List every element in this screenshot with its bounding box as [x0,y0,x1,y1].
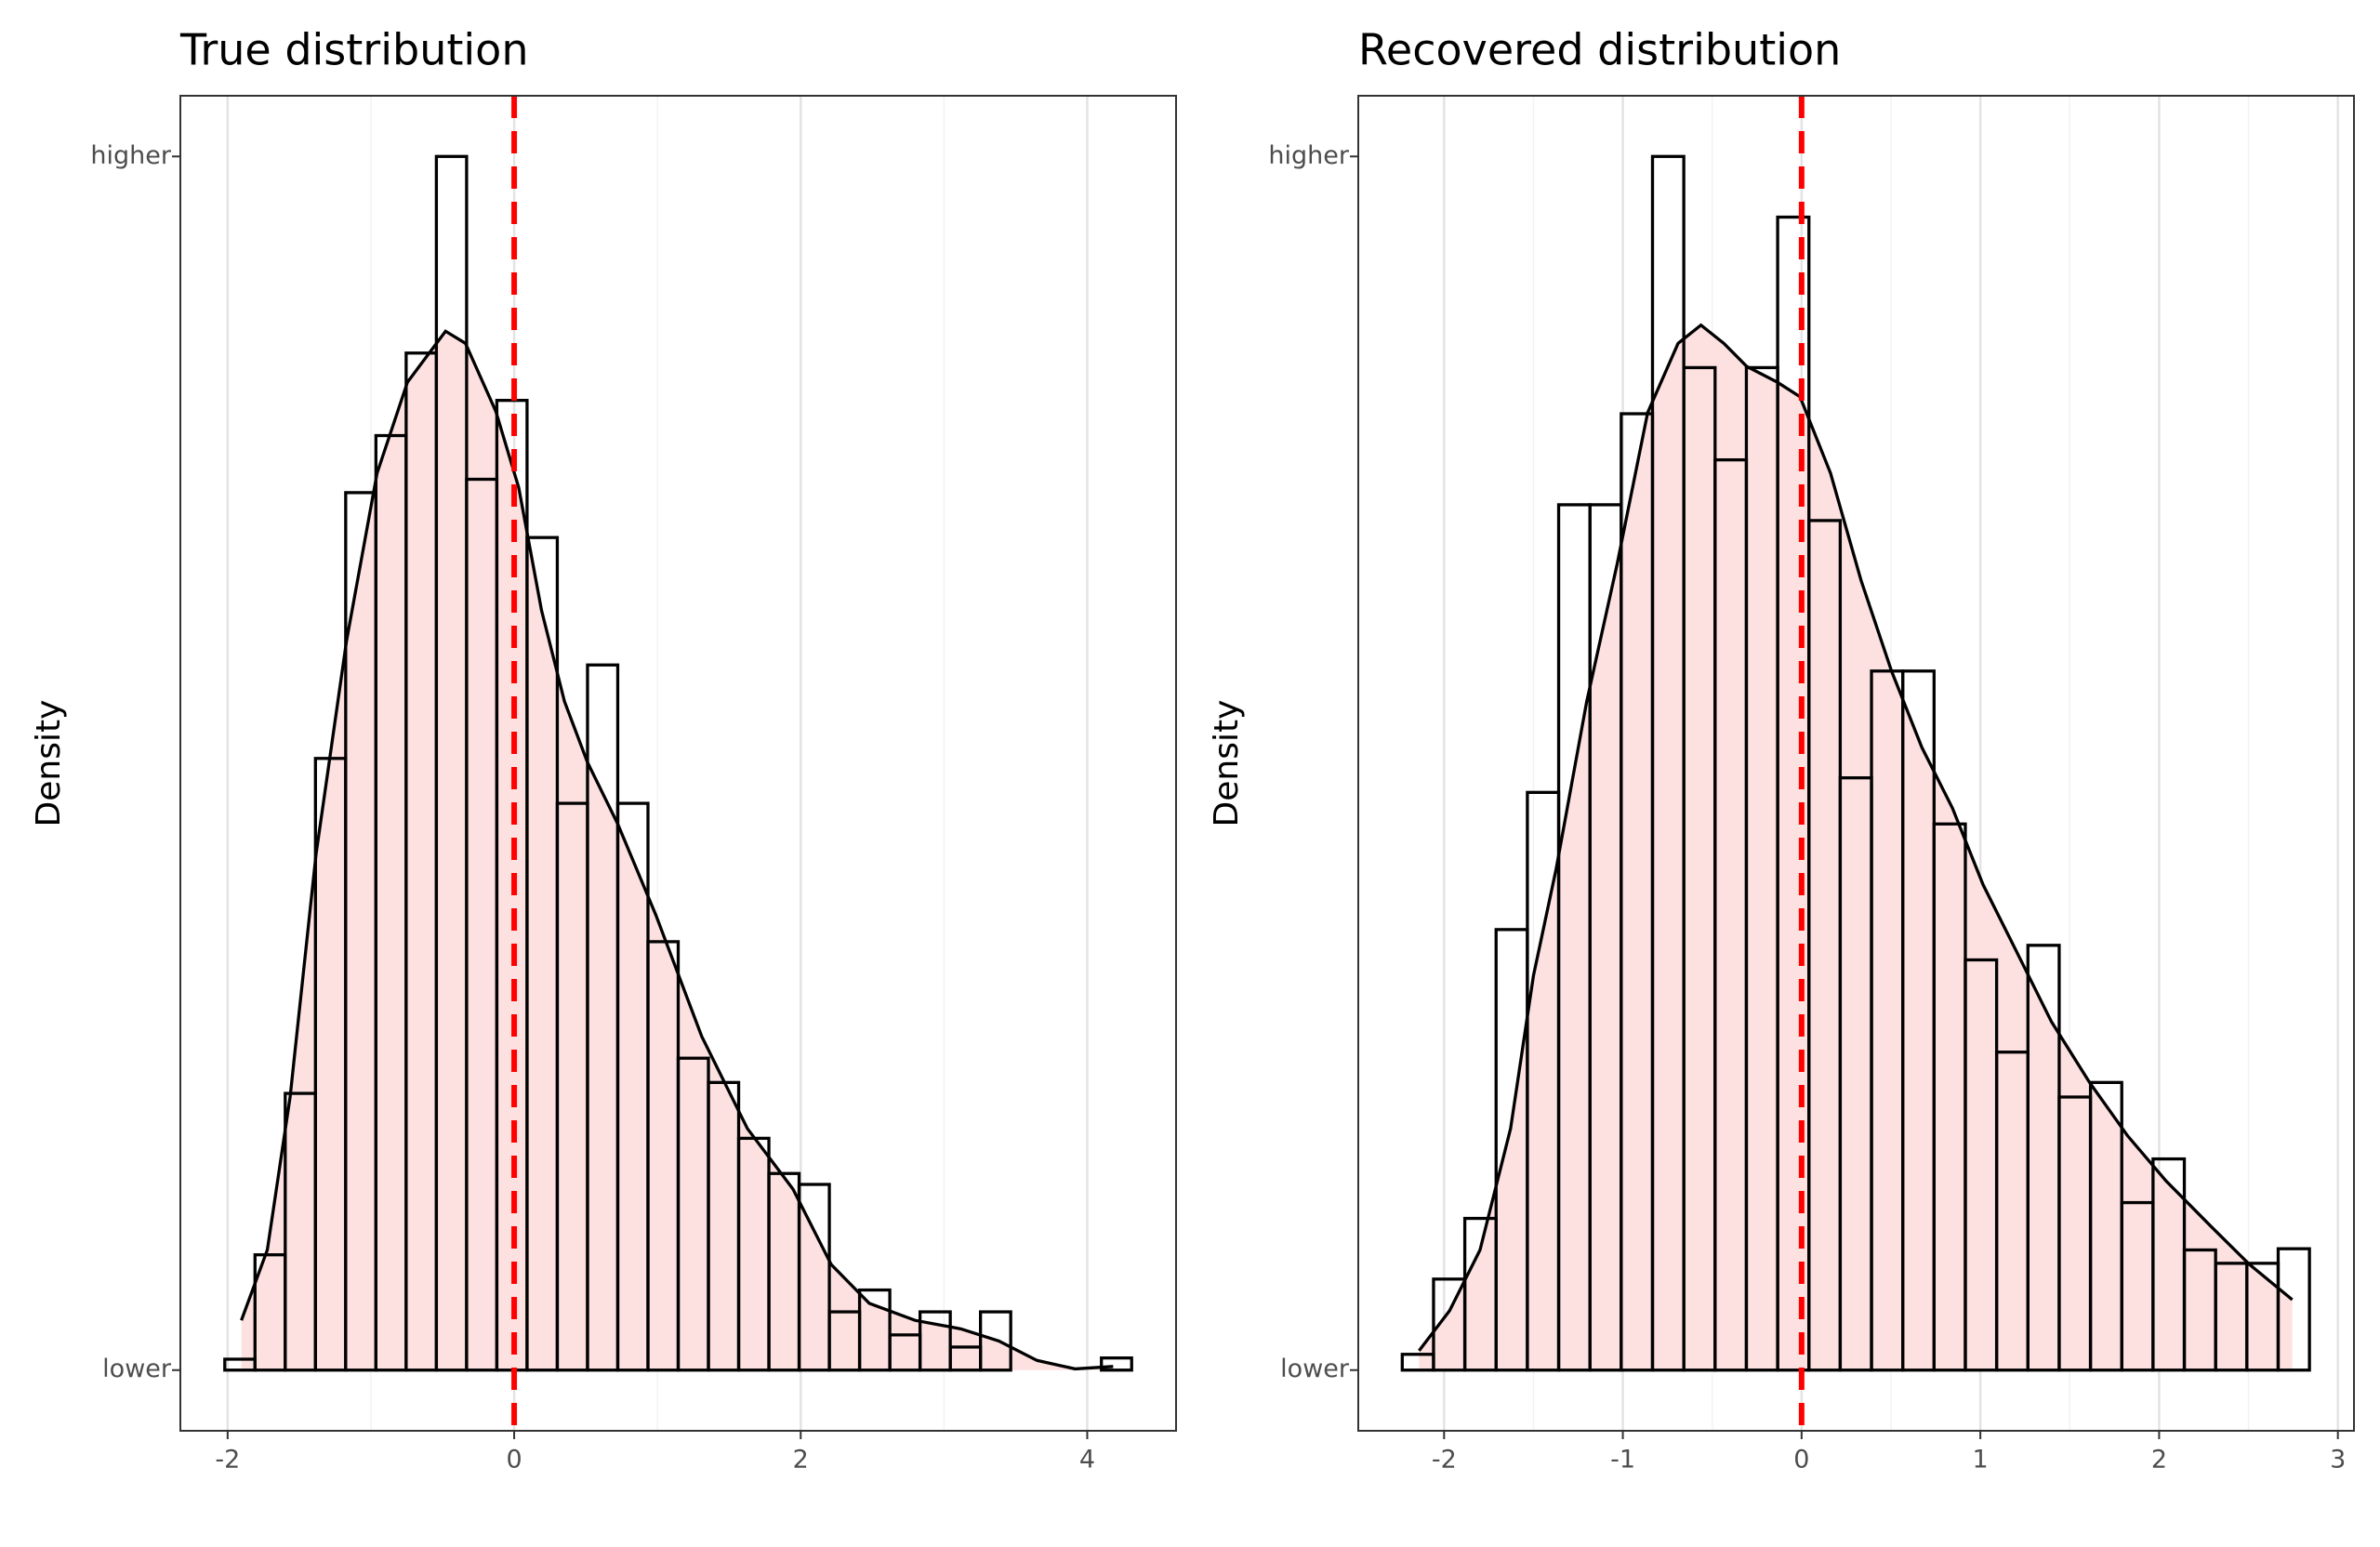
x-tick-label: 0 [506,1446,522,1474]
density-area [1419,324,2293,1370]
chart-title: Recovered distribution [1358,25,1841,75]
histogram-bar [979,1310,1012,1372]
x-tick-label: -1 [1610,1446,1635,1474]
histogram-bar [1100,1356,1133,1372]
histogram-bar [2276,1247,2311,1372]
y-axis-label: Density [30,700,68,827]
y-tick-label: higher [90,141,171,170]
x-tick-label: -2 [1432,1446,1457,1474]
density-area [241,331,1114,1370]
x-tick-label: 2 [793,1446,809,1474]
panel-border [179,95,1177,1432]
x-tick-label: 2 [2151,1446,2167,1474]
chart-title: True distribution [179,25,528,75]
histogram-bar [797,1183,831,1372]
x-tick-label: -2 [215,1446,240,1474]
histogram-bar [857,1288,892,1372]
panel-border [1357,95,2355,1432]
y-tick-label: lower [102,1355,172,1383]
x-tick-label: 3 [2330,1446,2346,1474]
y-axis-label: Density [1208,700,1246,827]
x-tick-label: 1 [1973,1446,1989,1474]
histogram-bar [918,1310,952,1372]
x-tick-label: 0 [1793,1446,1809,1474]
y-tick-label: higher [1268,141,1349,170]
density-line [240,329,1114,1371]
y-tick-label: lower [1280,1355,1350,1383]
x-tick-label: 4 [1079,1446,1095,1474]
